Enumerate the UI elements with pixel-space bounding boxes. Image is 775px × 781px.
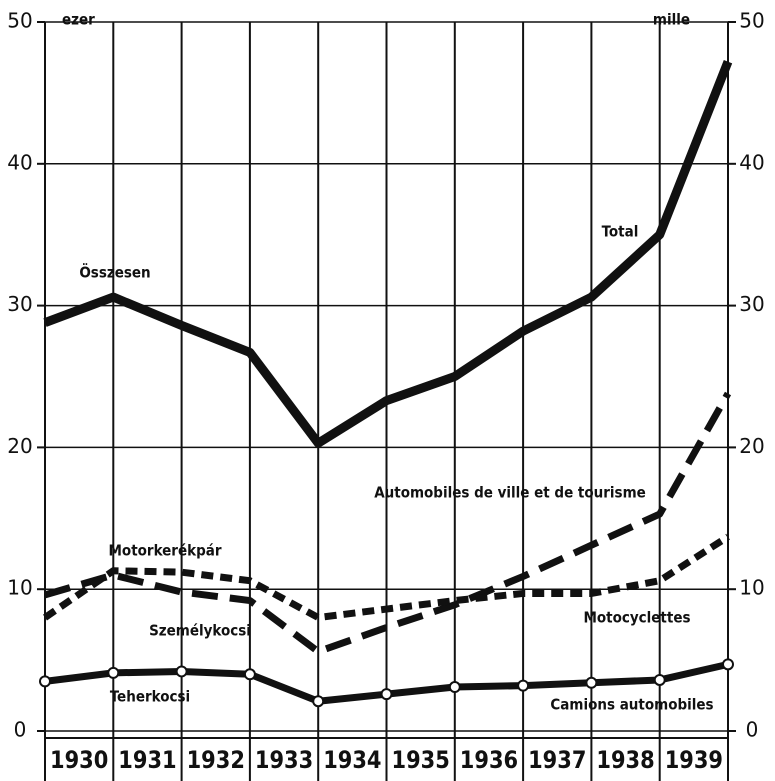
right-unit: mille <box>653 11 690 29</box>
y-tick-label: 40 <box>7 150 32 174</box>
x-tick-label: 1934 <box>323 746 381 774</box>
series-label-fr: Automobiles de ville et de tourisme <box>374 484 646 502</box>
y2-tick-label: 20 <box>739 434 764 458</box>
marker <box>448 681 461 694</box>
marker <box>380 688 393 701</box>
marker <box>722 658 734 671</box>
y-tick-label: 10 <box>7 576 32 600</box>
series-label: Motorkerékpár <box>108 542 221 560</box>
left-unit: ezer <box>62 11 95 29</box>
series-label-fr: Camions automobiles <box>550 696 713 714</box>
x-tick-label: 1936 <box>460 746 518 774</box>
marker <box>517 679 530 692</box>
x-tick-label: 1937 <box>528 746 586 774</box>
series-line <box>43 60 733 448</box>
y2-tick-label: 30 <box>739 292 764 316</box>
series-label-fr: Motocyclettes <box>583 609 690 627</box>
marker <box>175 665 188 678</box>
x-tick-label: 1933 <box>255 746 313 774</box>
x-tick-label: 1932 <box>187 746 245 774</box>
y-tick-label: 20 <box>7 434 32 458</box>
marker <box>243 668 256 681</box>
series-label: Összesen <box>79 263 150 282</box>
y2-tick-label: 10 <box>739 576 764 600</box>
x-tick-label: 1939 <box>665 746 723 774</box>
marker <box>39 675 51 688</box>
y-tick-label: 50 <box>7 9 32 33</box>
y2-tick-label: 50 <box>739 9 764 33</box>
x-tick-label: 1935 <box>392 746 450 774</box>
x-tick-label: 1938 <box>596 746 654 774</box>
marker <box>653 673 666 686</box>
y-tick-label: 30 <box>7 292 32 316</box>
y-tick-label: 0 <box>14 718 27 742</box>
series-label: Személykocsi <box>149 622 251 640</box>
series-label: Teherkocsi <box>110 688 190 706</box>
series-label-fr: Total <box>602 223 639 241</box>
series-line <box>43 533 730 622</box>
y2-tick-label: 0 <box>746 718 759 742</box>
x-tick-label: 1930 <box>50 746 108 774</box>
marker <box>312 695 325 708</box>
x-tick-label: 1931 <box>118 746 176 774</box>
marker <box>585 676 598 689</box>
series-line <box>44 391 732 656</box>
marker <box>107 666 120 679</box>
y2-tick-label: 40 <box>739 150 764 174</box>
